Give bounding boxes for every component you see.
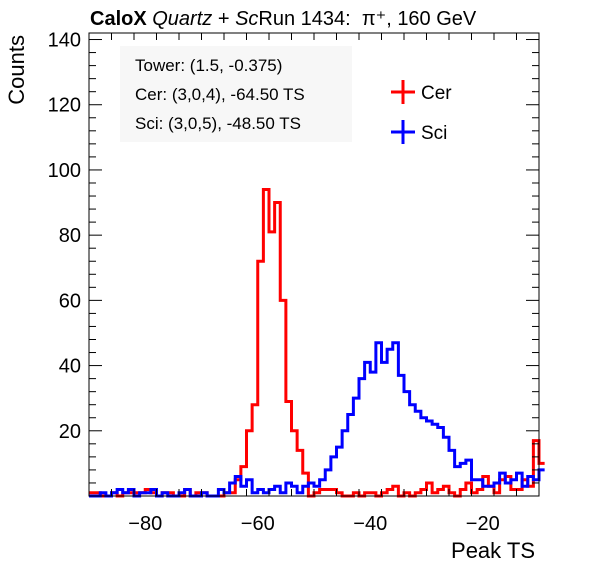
annotation-layer: Tower: (1.5, -0.375) Cer: (3,0,4), -64.50… <box>120 46 352 142</box>
title-run: Run 1434: <box>258 8 351 30</box>
annotation-text: Tower: (1.5, -0.375) <box>135 56 282 75</box>
x-tick-label: −60 <box>241 513 275 535</box>
title-experiment: CaloX <box>90 8 147 30</box>
y-tick-label: 80 <box>59 225 81 247</box>
title-particle: π⁺, 160 GeV <box>361 8 477 30</box>
x-tick-label: −20 <box>466 513 500 535</box>
title-detector-2: Sc <box>235 8 259 30</box>
y-axis-label: Counts <box>4 35 29 105</box>
axes-layer: −80 −60 −40 −20 20 40 60 80 100 120 140 Peak TS Coun… <box>4 30 540 563</box>
legend-label-sci: Sci <box>421 123 447 144</box>
chart-title: CaloX Quartz + ScRun 1434: π⁺, 160 GeV <box>90 6 476 31</box>
x-axis-label: Peak TS <box>451 538 535 563</box>
title-plus: + <box>212 8 236 30</box>
annotation-text: Cer: (3,0,4), -64.50 TS <box>135 85 305 104</box>
x-tick-label: −40 <box>353 513 387 535</box>
title-detector-1: Quartz <box>152 8 213 30</box>
y-tick-label: 140 <box>48 30 81 52</box>
y-tick-label: 120 <box>48 95 81 117</box>
x-tick-label: −80 <box>128 513 162 535</box>
legend: Cer Sci <box>391 80 452 144</box>
series-layer <box>89 188 545 498</box>
y-tick-label: 20 <box>59 421 81 443</box>
y-tick-label: 40 <box>59 356 81 378</box>
series-sci-line <box>89 341 545 498</box>
legend-label-cer: Cer <box>421 83 452 104</box>
y-tick-label: 100 <box>48 160 81 182</box>
annotation-box <box>120 46 352 142</box>
y-tick-label: 60 <box>59 290 81 312</box>
series-cer-line <box>89 188 545 498</box>
annotation-text: Sci: (3,0,5), -48.50 TS <box>135 114 301 133</box>
